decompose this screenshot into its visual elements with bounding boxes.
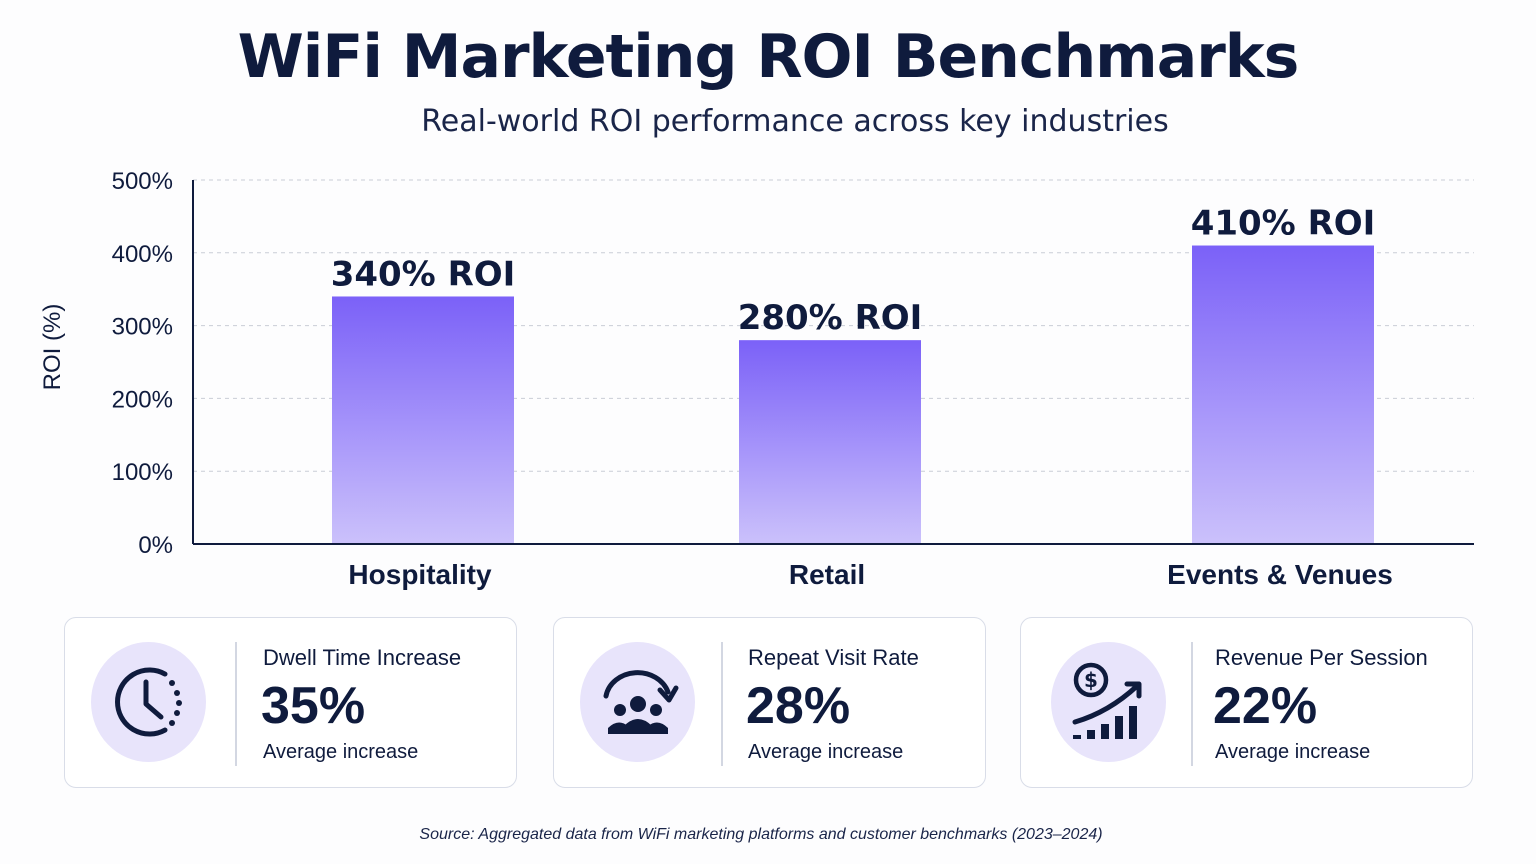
bar-events-venues [1192,245,1374,544]
svg-text:$: $ [1084,668,1098,692]
y-tick-label: 400% [112,241,173,268]
bar-retail [739,340,921,544]
divider [235,642,237,766]
icon-circle [580,642,695,762]
card-value: 28% [746,677,851,735]
y-tick-label: 100% [112,459,173,486]
repeat-visitors-icon [603,670,678,734]
y-axis-label: ROI (%) [39,304,66,391]
page-title: WiFi Marketing ROI Benchmarks [237,22,1300,92]
card-title: Repeat Visit Rate [748,645,919,670]
card-subtitle: Average increase [263,741,419,763]
icon-circle: $ [1051,642,1166,762]
card-title: Revenue Per Session [1215,645,1428,670]
card-subtitle: Average increase [748,741,904,763]
revenue-growth-icon: $ [1072,662,1141,739]
stat-card-dwell-time: Dwell Time Increase 35% Average increase [64,617,517,788]
bar-data-label: 410% ROI [1191,204,1376,244]
x-tick-label: Events & Venues [1167,559,1393,590]
y-tick-label: 0% [138,532,173,559]
x-tick-label: Hospitality [348,559,492,590]
source-note: Source: Aggregated data from WiFi market… [419,826,1103,843]
card-value: 22% [1213,677,1318,735]
x-tick-label: Retail [789,559,865,590]
divider [1191,642,1193,766]
card-value: 35% [261,677,366,735]
stat-card-revenue-per-session: $ Revenue Per Session 22% Average increa… [1020,617,1473,788]
bar-data-label: 280% ROI [738,298,923,338]
y-tick-label: 300% [112,314,173,341]
page-subtitle: Real-world ROI performance across key in… [421,104,1169,139]
y-tick-label: 200% [112,386,173,413]
card-subtitle: Average increase [1215,741,1371,763]
clock-icon [114,667,182,737]
card-title: Dwell Time Increase [263,645,462,670]
icon-circle [91,642,206,762]
roi-bar-chart: 340% ROI 280% ROI 410% ROI 0% 100% 200% 300% 4… [39,168,1474,590]
bar-data-label: 340% ROI [331,254,516,294]
divider [721,642,723,766]
stat-card-repeat-visit: Repeat Visit Rate 28% Average increase [553,617,986,788]
bar-hospitality [332,296,514,544]
y-tick-label: 500% [112,168,173,195]
